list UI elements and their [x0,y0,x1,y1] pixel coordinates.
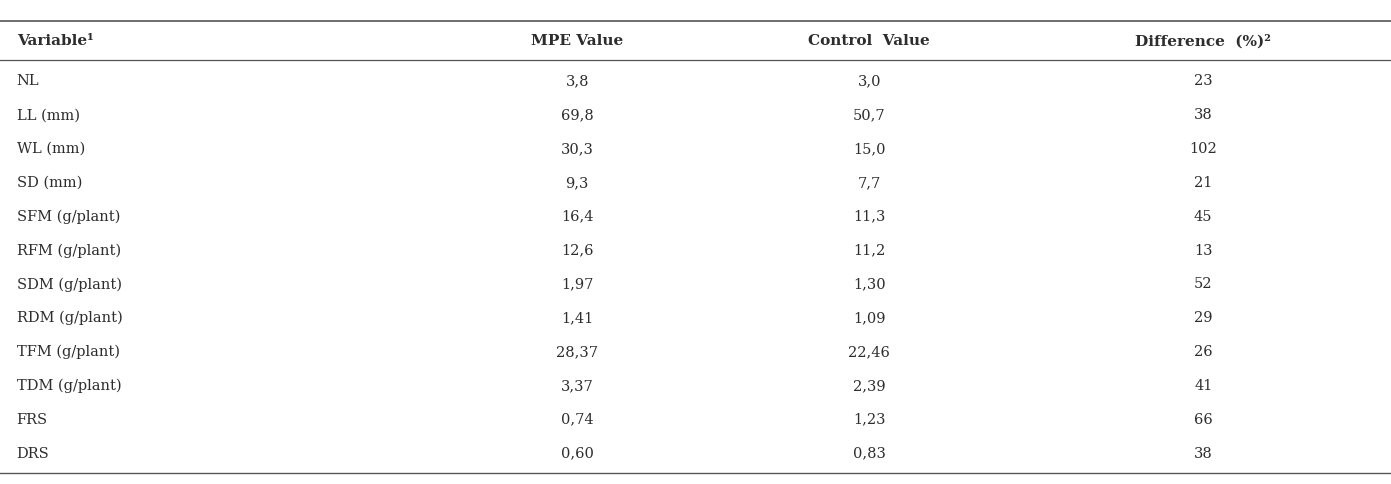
Text: 0,60: 0,60 [561,446,594,460]
Text: 38: 38 [1193,108,1213,122]
Text: 21: 21 [1193,176,1213,190]
Text: 2,39: 2,39 [853,378,886,392]
Text: DRS: DRS [17,446,50,460]
Text: 41: 41 [1193,378,1213,392]
Text: 3,8: 3,8 [566,74,588,88]
Text: SFM (g/plant): SFM (g/plant) [17,209,120,224]
Text: 0,74: 0,74 [561,412,594,426]
Text: 1,41: 1,41 [561,311,594,325]
Text: MPE Value: MPE Value [531,34,623,48]
Text: 38: 38 [1193,446,1213,460]
Text: 50,7: 50,7 [853,108,886,122]
Text: RDM (g/plant): RDM (g/plant) [17,310,122,325]
Text: 11,3: 11,3 [853,209,886,223]
Text: 3,37: 3,37 [561,378,594,392]
Text: NL: NL [17,74,39,88]
Text: SDM (g/plant): SDM (g/plant) [17,277,121,291]
Text: 66: 66 [1193,412,1213,426]
Text: 1,30: 1,30 [853,277,886,291]
Text: LL (mm): LL (mm) [17,108,79,122]
Text: FRS: FRS [17,412,47,426]
Text: 69,8: 69,8 [561,108,594,122]
Text: RFM (g/plant): RFM (g/plant) [17,243,121,257]
Text: 7,7: 7,7 [858,176,881,190]
Text: WL (mm): WL (mm) [17,142,85,156]
Text: 52: 52 [1193,277,1213,291]
Text: 45: 45 [1193,209,1213,223]
Text: Variable¹: Variable¹ [17,34,93,48]
Text: 22,46: 22,46 [849,344,890,358]
Text: 16,4: 16,4 [561,209,594,223]
Text: 23: 23 [1193,74,1213,88]
Text: 1,97: 1,97 [561,277,594,291]
Text: 3,0: 3,0 [858,74,881,88]
Text: 28,37: 28,37 [556,344,598,358]
Text: 29: 29 [1193,311,1213,325]
Text: SD (mm): SD (mm) [17,176,82,190]
Text: 13: 13 [1193,243,1213,257]
Text: 102: 102 [1189,142,1217,156]
Text: 11,2: 11,2 [853,243,886,257]
Text: TDM (g/plant): TDM (g/plant) [17,378,121,392]
Text: 26: 26 [1193,344,1213,358]
Text: Control  Value: Control Value [808,34,931,48]
Text: 12,6: 12,6 [561,243,594,257]
Text: 0,83: 0,83 [853,446,886,460]
Text: 1,09: 1,09 [853,311,886,325]
Text: 9,3: 9,3 [566,176,588,190]
Text: Difference  (%)²: Difference (%)² [1135,34,1271,48]
Text: 30,3: 30,3 [561,142,594,156]
Text: 1,23: 1,23 [853,412,886,426]
Text: 15,0: 15,0 [853,142,886,156]
Text: TFM (g/plant): TFM (g/plant) [17,344,120,359]
